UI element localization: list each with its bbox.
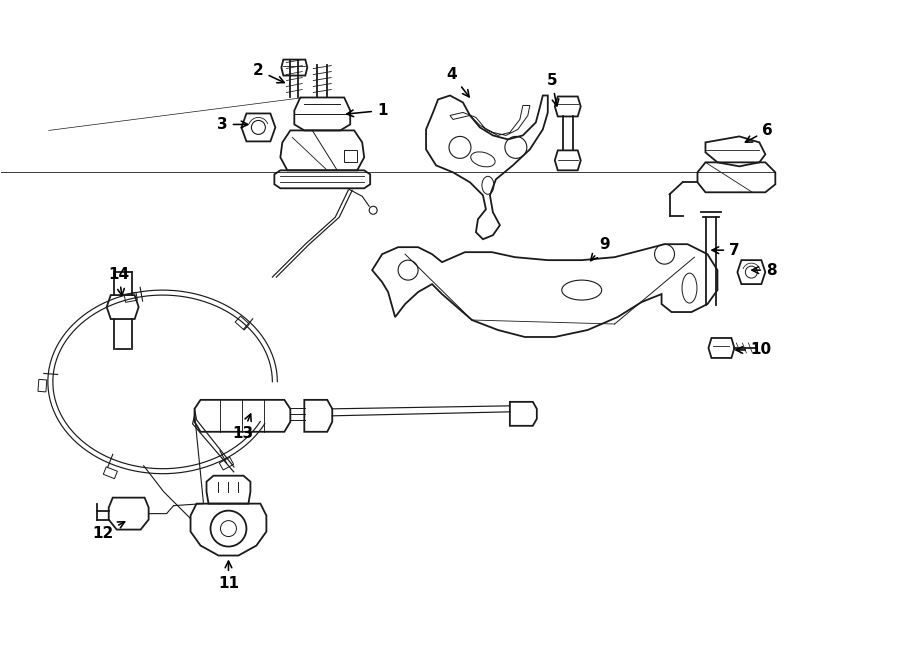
Text: 2: 2 [253, 63, 284, 83]
Text: 1: 1 [346, 103, 387, 118]
Text: 4: 4 [446, 67, 469, 97]
Text: 9: 9 [590, 237, 610, 261]
Text: 7: 7 [712, 243, 740, 258]
Bar [235, 316, 249, 330]
Text: 5: 5 [546, 73, 559, 106]
Text: 12: 12 [92, 522, 125, 541]
Text: 11: 11 [218, 561, 239, 591]
Text: 8: 8 [752, 263, 777, 277]
Bar [104, 467, 117, 479]
Text: 10: 10 [736, 342, 772, 357]
Bar [220, 457, 234, 470]
Text: 6: 6 [745, 123, 773, 142]
Bar [38, 379, 47, 392]
Text: 3: 3 [217, 117, 248, 132]
Text: 14: 14 [108, 267, 130, 295]
Text: 13: 13 [232, 414, 253, 442]
Bar [124, 293, 138, 303]
